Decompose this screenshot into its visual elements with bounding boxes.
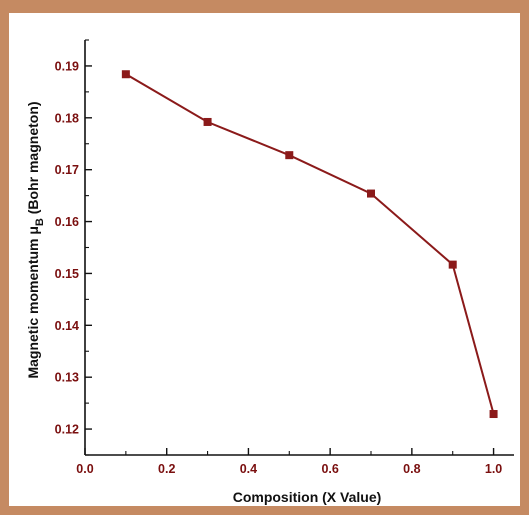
x-tick-label: 1.0: [485, 462, 502, 476]
y-axis-label-subscript: B: [34, 218, 46, 226]
x-tick-label: 0.0: [76, 462, 93, 476]
x-tick-label: 0.6: [321, 462, 338, 476]
data-point: [285, 151, 294, 160]
data-point: [448, 260, 457, 269]
y-tick-label: 0.17: [55, 163, 79, 177]
y-tick-label: 0.18: [55, 111, 79, 125]
data-point: [203, 117, 212, 126]
y-tick-label: 0.14: [55, 319, 79, 333]
y-axis-label: Magnetic momentum μB (Bohr magneton): [25, 101, 46, 378]
y-tick-label: 0.16: [55, 215, 79, 229]
x-tick-label: 0.8: [403, 462, 420, 476]
chart-axes: [84, 40, 514, 456]
y-tick-label: 0.15: [55, 267, 79, 281]
y-axis-label-main: Magnetic momentum μ: [25, 226, 41, 378]
chart-ticks: 0.12 0.13 0.14 0.15 0.16 0.17 0.18 0.19 0.0 0.2 0.…: [55, 39, 502, 476]
x-tick-label: 0.2: [158, 462, 175, 476]
data-point: [121, 70, 130, 79]
data-point: [489, 410, 498, 419]
data-point: [367, 189, 375, 198]
y-tick-label: 0.19: [55, 59, 79, 73]
y-tick-label: 0.12: [55, 423, 79, 437]
y-tick-label: 0.13: [55, 371, 79, 385]
x-axis-label: Composition (X Value): [233, 489, 382, 505]
x-tick-label: 0.4: [240, 462, 257, 476]
series-line: [125, 73, 495, 415]
chart-series: [121, 70, 498, 419]
y-axis-label-tail: (Bohr magneton): [25, 101, 41, 218]
